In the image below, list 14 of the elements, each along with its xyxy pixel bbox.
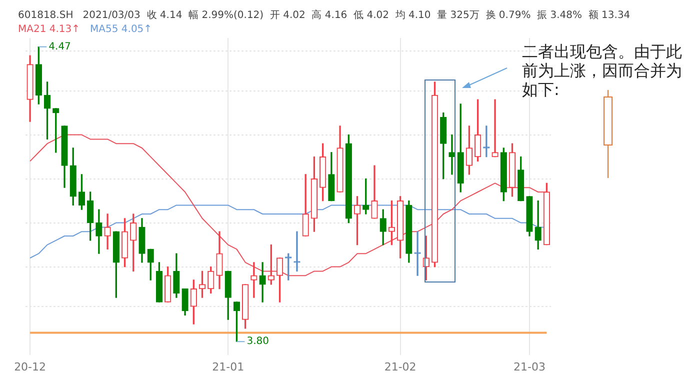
annotation: 3.80 bbox=[246, 336, 269, 348]
candlestick bbox=[492, 99, 498, 158]
candlestick bbox=[259, 262, 266, 302]
candlestick bbox=[448, 134, 456, 175]
annotation: 4.47 bbox=[48, 41, 71, 52]
chart-title: 601818.SH 2021/03/03 收 4.14 幅 2.99%(0.12) 开 4.02 高 4.16 低 4.02 均 4.10 量 325万 换 0.79% 振 3.48% 额 13.34 bbox=[18, 8, 630, 22]
annotation: 二者出现包含。由于此前为上涨，因而合并为如下: bbox=[522, 42, 683, 99]
x-tick-label: 21-02 bbox=[384, 360, 416, 374]
text: MA55 4.05↑ bbox=[90, 24, 152, 35]
candlestick bbox=[250, 262, 258, 298]
x-tick-label: 20-12 bbox=[14, 360, 46, 374]
x-tick-label: 21-03 bbox=[513, 360, 546, 374]
x-tick-label: 21-01 bbox=[212, 360, 244, 374]
text: MA21 4.13↑ bbox=[18, 24, 80, 35]
